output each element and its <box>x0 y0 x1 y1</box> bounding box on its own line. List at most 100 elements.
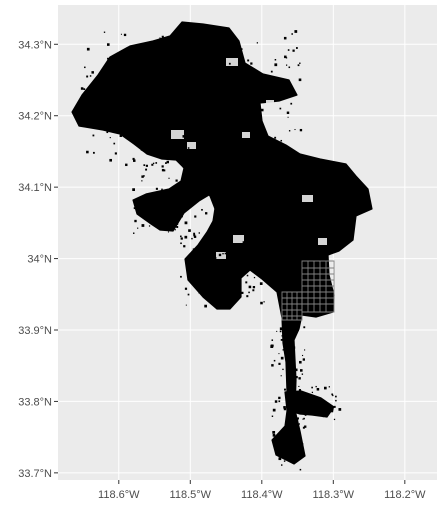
map-speckle <box>213 279 215 282</box>
map-speckle <box>299 396 302 399</box>
map-speckle <box>283 36 287 40</box>
map-speckle <box>208 190 210 193</box>
map-speckle <box>176 67 179 70</box>
map-speckle <box>288 130 291 132</box>
map-speckle <box>280 356 284 360</box>
map-speckle <box>206 103 209 106</box>
map-speckle <box>270 344 274 348</box>
map-speckle <box>274 58 277 61</box>
map-speckle <box>299 395 302 397</box>
map-speckle <box>252 289 255 292</box>
map-speckle <box>163 169 166 172</box>
map-speckle <box>125 163 128 167</box>
map-speckle <box>161 86 164 90</box>
map-speckle <box>224 234 228 238</box>
map-speckle <box>184 287 188 290</box>
map-speckle <box>228 124 231 126</box>
map-speckle <box>267 149 270 152</box>
western-map-fingers <box>209 175 239 217</box>
map-speckle <box>188 229 191 232</box>
map-speckle <box>218 253 222 257</box>
map-speckle <box>228 293 231 296</box>
map-speckle <box>120 33 122 35</box>
map-speckle <box>137 227 139 229</box>
map-speckle <box>295 408 297 410</box>
map-speckle <box>291 415 293 417</box>
map-speckle <box>216 171 218 173</box>
map-hole <box>302 195 313 202</box>
map-speckle <box>304 414 307 416</box>
map-speckle <box>143 164 146 167</box>
map-speckle <box>299 360 302 364</box>
map-speckle <box>298 385 300 388</box>
map-speckle <box>292 396 296 399</box>
map-speckle <box>165 203 167 205</box>
map-speckle <box>210 255 214 259</box>
map-speckle <box>219 194 221 197</box>
map-speckle <box>253 108 256 111</box>
map-speckle <box>293 378 296 381</box>
map-speckle <box>269 166 272 169</box>
map-speckle <box>225 262 229 266</box>
map-speckle <box>87 105 89 108</box>
map-speckle <box>282 349 284 351</box>
map-speckle <box>91 71 94 74</box>
map-speckle <box>297 434 300 437</box>
map-speckle <box>322 415 324 418</box>
map-speckle <box>271 339 274 341</box>
map-speckle <box>289 334 292 337</box>
map-speckle <box>168 177 170 179</box>
map-speckle <box>158 198 161 201</box>
map-speckle <box>185 73 187 75</box>
map-speckle <box>295 391 298 394</box>
map-speckle <box>309 406 312 409</box>
map-speckle <box>292 405 295 408</box>
map-speckle <box>176 225 179 228</box>
map-speckle <box>161 168 165 172</box>
y-tick-label: 33.7°N <box>18 468 52 480</box>
map-speckle <box>148 212 151 216</box>
map-speckle <box>146 210 149 214</box>
map-speckle <box>270 70 273 73</box>
map-speckle <box>242 241 246 244</box>
map-speckle <box>228 62 231 65</box>
map-speckle <box>276 330 278 332</box>
map-speckle <box>246 295 249 298</box>
map-speckle <box>227 98 229 100</box>
map-speckle <box>240 160 242 163</box>
map-speckle <box>103 31 106 33</box>
map-speckle <box>237 81 239 83</box>
map-speckle <box>272 430 276 434</box>
map-speckle <box>274 63 278 67</box>
map-speckle <box>289 433 292 435</box>
map-speckle <box>133 232 135 234</box>
map-speckle <box>170 46 174 49</box>
map-speckle <box>286 405 290 409</box>
map-speckle <box>271 145 274 148</box>
map-speckle <box>185 183 187 185</box>
map-speckle <box>290 461 293 463</box>
map-speckle <box>141 175 144 178</box>
map-speckle <box>184 113 186 116</box>
y-tick-label: 34.2°N <box>18 111 52 123</box>
map-speckle <box>316 388 320 391</box>
map-speckle <box>171 77 174 79</box>
map-speckle <box>246 274 249 277</box>
map-speckle <box>291 428 294 431</box>
map-speckle <box>294 368 298 372</box>
map-speckle <box>155 187 158 190</box>
map-speckle <box>166 160 170 164</box>
map-speckle <box>294 432 297 435</box>
map-speckle <box>291 444 294 447</box>
map-speckle <box>250 62 253 65</box>
map-speckle <box>191 193 195 197</box>
map-speckle <box>145 208 148 211</box>
map-speckle <box>190 180 193 183</box>
map-speckle <box>220 266 223 270</box>
map-speckle <box>181 67 184 70</box>
map-speckle <box>226 229 230 232</box>
map-speckle <box>170 189 173 192</box>
map-speckle <box>291 408 294 412</box>
map-speckle <box>247 104 250 107</box>
